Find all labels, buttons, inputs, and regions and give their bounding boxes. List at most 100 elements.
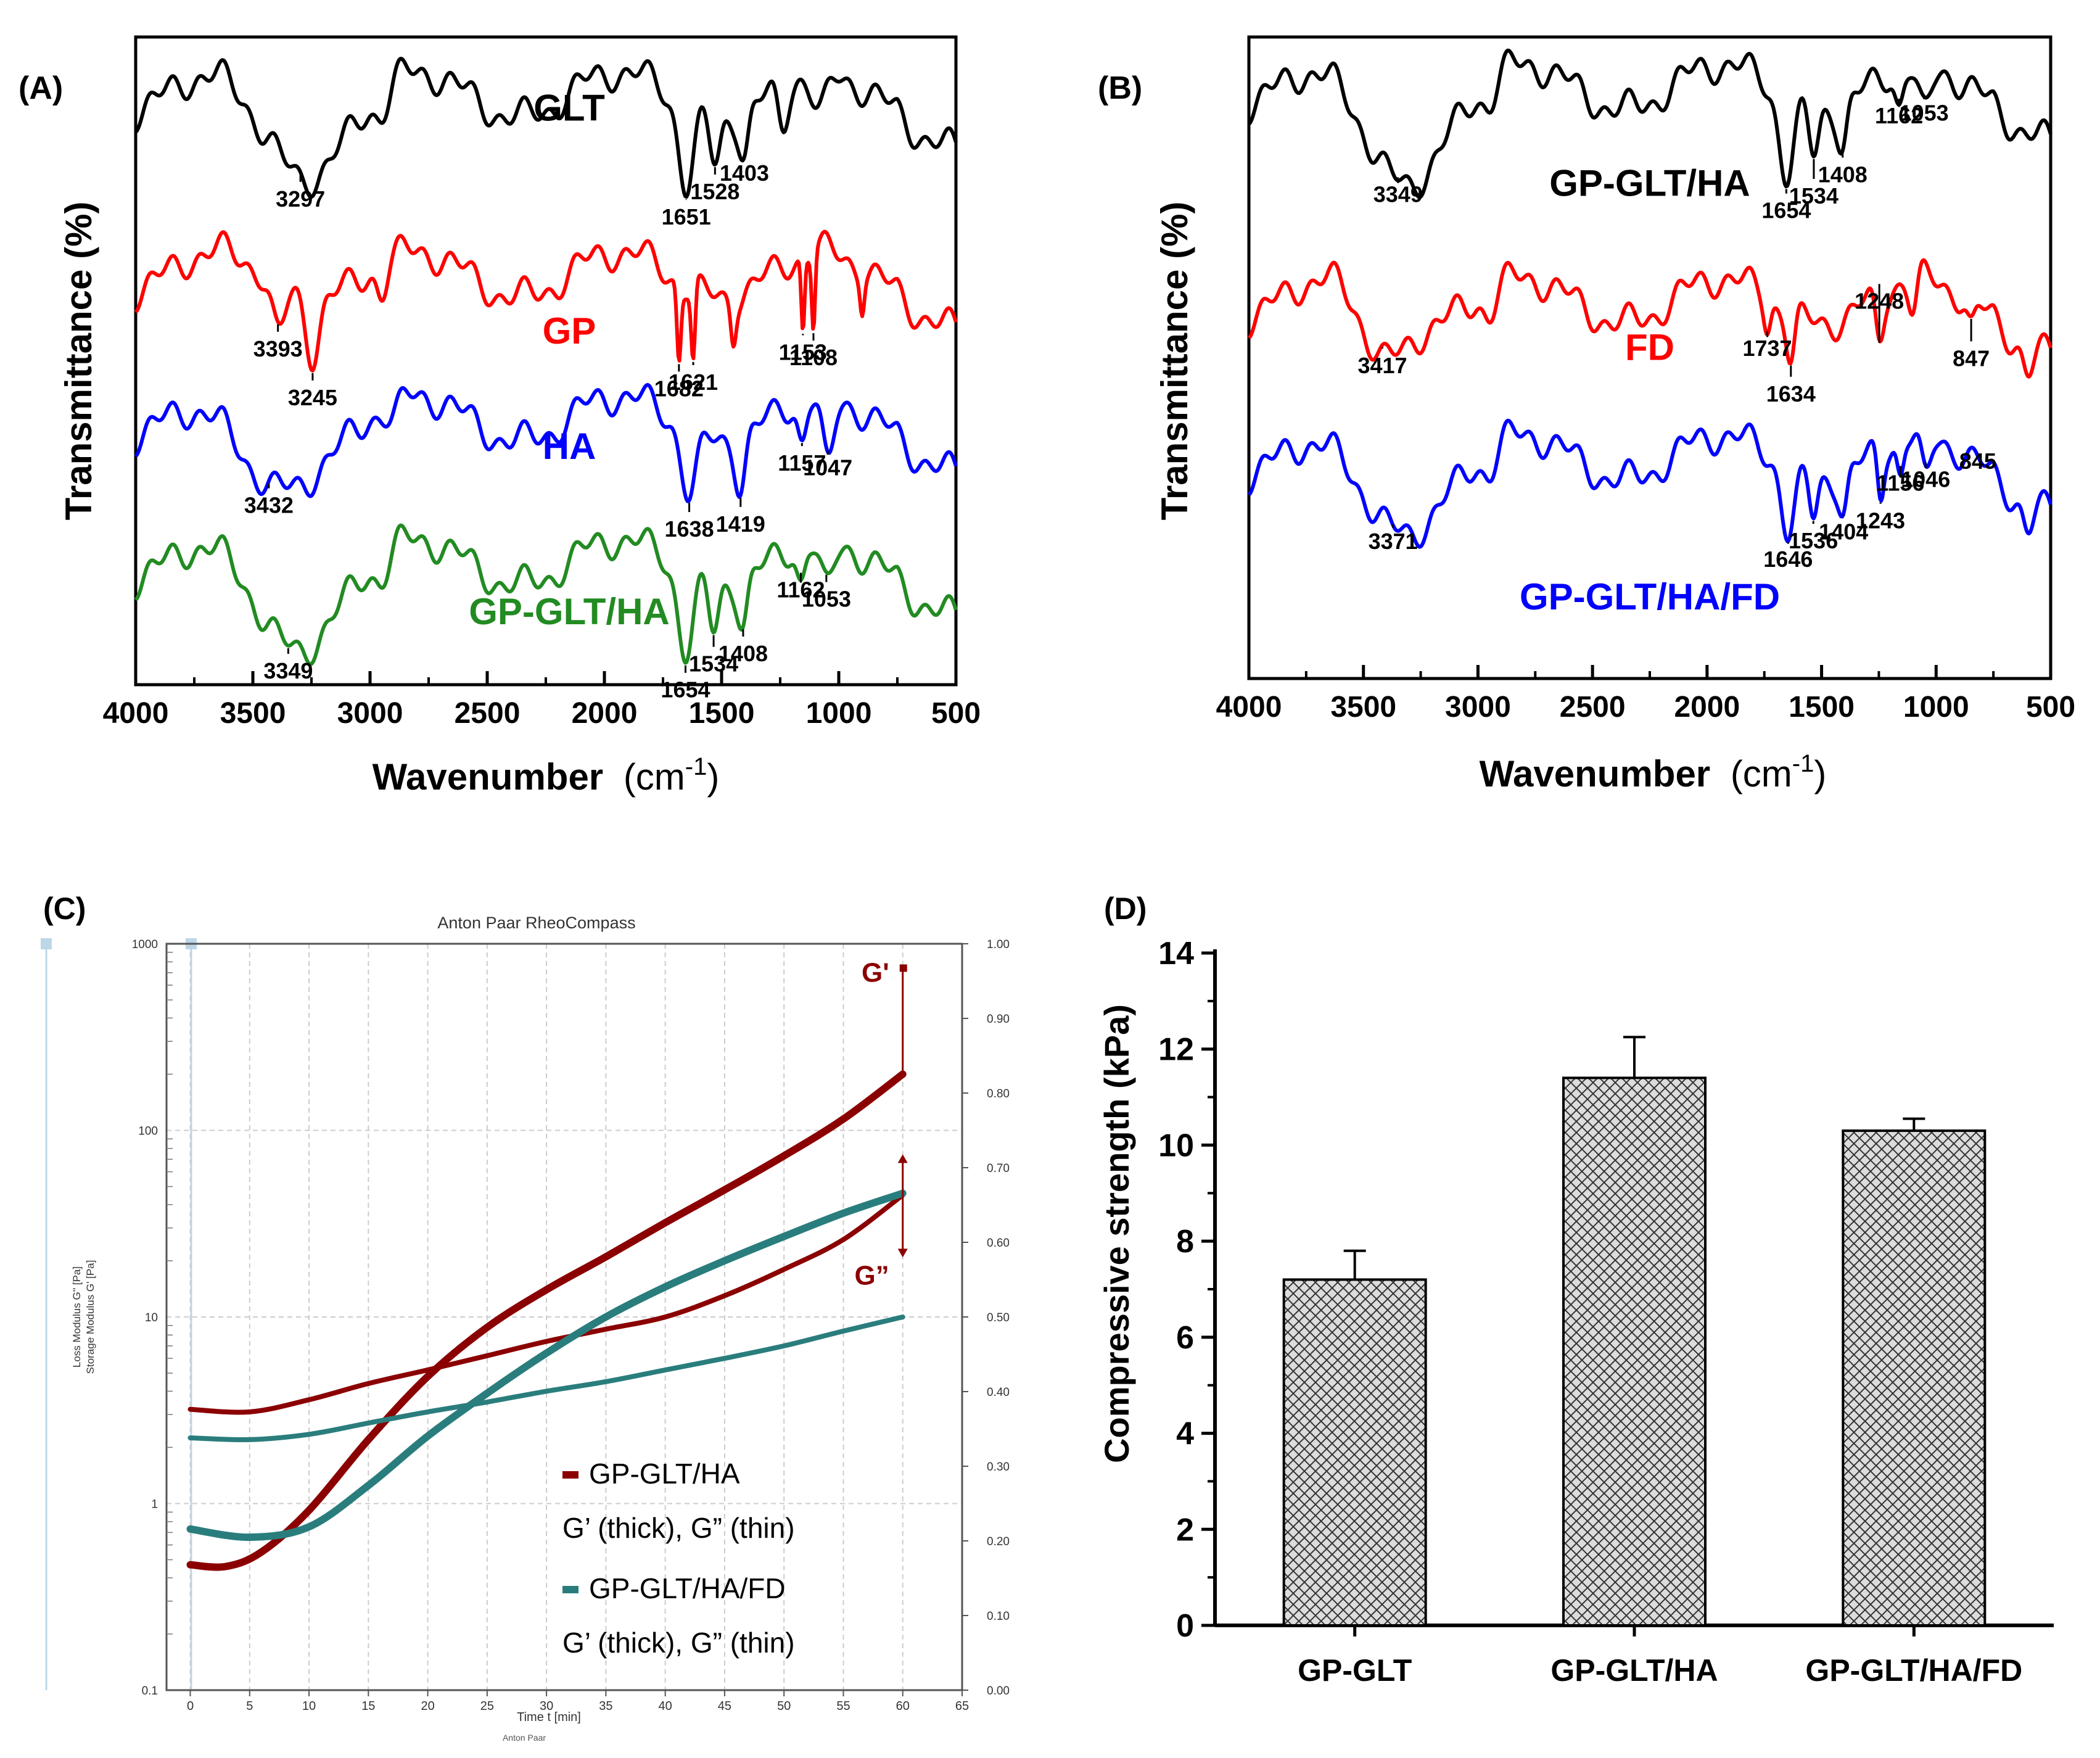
panel-a-curve-labels: GLT GP HA GP-GLT/HA — [469, 87, 670, 632]
panel-a: (A) 4000 3500 3000 2500 2000 1500 1000 500 3297… — [19, 35, 981, 798]
peak-label: 1162 — [776, 577, 825, 603]
panel-d-bars — [1282, 1036, 1987, 1627]
peak-label: 1737 — [1742, 336, 1792, 361]
x-tick-label: 30 — [540, 1699, 553, 1713]
panel-a-label: (A) — [19, 70, 63, 106]
spectrum-line — [134, 229, 958, 373]
spectrum-line — [1247, 48, 2053, 199]
legend-swatch — [562, 1471, 579, 1479]
peak-label: 1634 — [1766, 381, 1816, 406]
peak-label: 1157 — [778, 450, 826, 476]
peak-label: 1108 — [789, 345, 838, 370]
x-tick-label: 5 — [246, 1699, 253, 1713]
peak-label: 1046 — [1901, 467, 1950, 492]
curve-label: GP-GLT/HA/FD — [1520, 576, 1780, 617]
g-double-prime-arrow-up — [897, 1154, 908, 1163]
peak-label: 1162 — [1875, 103, 1923, 128]
peak-label: 845 — [1959, 448, 1996, 474]
x-category-label: GP-GLT/HA — [1550, 1653, 1718, 1688]
panel-a-x-unit-exp: -1 — [685, 753, 707, 780]
modulus-curve — [186, 1070, 907, 1571]
y2-tick-label: 0.40 — [987, 1386, 1010, 1399]
peak-label: 1153 — [779, 339, 827, 365]
peak-label: 1654 — [1761, 198, 1811, 223]
peak-label: 1404 — [1819, 519, 1868, 544]
peak-label: 1621 — [669, 369, 718, 395]
bar — [1562, 1076, 1707, 1627]
peak-label: 1053 — [802, 587, 851, 612]
curve-label: FD — [1625, 326, 1674, 368]
y-tick-label: 1 — [151, 1498, 158, 1511]
x-tick-label: 2000 — [572, 697, 638, 730]
peak-label: 1534 — [1789, 183, 1839, 208]
peak-label: 3349 — [1373, 181, 1423, 207]
peak-label: 3297 — [276, 186, 325, 212]
bar — [1282, 1278, 1427, 1627]
x-category-label: GP-GLT — [1298, 1653, 1412, 1688]
peak-label: 1419 — [716, 511, 765, 537]
x-tick-label: 65 — [955, 1699, 969, 1713]
peak-label: 3245 — [288, 385, 337, 410]
spectrum-line — [1247, 258, 2053, 379]
panel-d-label: (D) — [1104, 891, 1147, 926]
y-tick-label: 2 — [1176, 1512, 1194, 1548]
x-category-label: GP-GLT/HA/FD — [1805, 1653, 2022, 1688]
legend-series-name: GP-GLT/HA — [589, 1458, 740, 1490]
panel-c-y-axis-title-loss: Loss Modulus G'' [Pa] — [71, 1266, 83, 1368]
panel-b-x-unit: (cm — [1731, 753, 1792, 794]
panel-c-y-axis-title-storage: Storage Modulus G' [Pa] — [84, 1260, 96, 1374]
peak-label: 1047 — [803, 455, 852, 481]
x-tick-label: 15 — [361, 1699, 375, 1713]
y2-tick-label: 0.10 — [987, 1610, 1010, 1623]
panel-a-x-axis: 4000 3500 3000 2500 2000 1500 1000 500 — [103, 671, 981, 730]
x-tick-label: 500 — [2026, 691, 2075, 724]
panel-b-y-axis-title: Transmittance (%) — [1154, 202, 1195, 521]
panel-b-x-axis: 4000 3500 3000 2500 2000 1500 1000 500 — [1216, 665, 2075, 724]
curve-label: GP-GLT/HA — [1549, 163, 1750, 204]
panel-c-footer: Anton Paar — [503, 1733, 546, 1743]
panel-d-y-axis-title: Compressive strength (kPa) — [1097, 1004, 1136, 1463]
x-tick-label: 4000 — [103, 697, 169, 730]
y-tick-label: 10 — [1158, 1128, 1194, 1163]
x-tick-label: 0 — [187, 1699, 194, 1713]
y-tick-label: 0 — [1176, 1608, 1194, 1644]
y2-tick-label: 0.30 — [987, 1461, 1010, 1474]
panel-b-x-axis-title: Wavenumber (cm-1) — [1480, 750, 1827, 794]
panel-c-x-axis-title: Time t [min] — [517, 1711, 581, 1724]
y2-tick-label: 0.90 — [987, 1013, 1010, 1026]
panel-c: (C) Anton Paar RheoCompass 0 5 10 15 20 25 30 3… — [41, 891, 1010, 1743]
x-tick-label: 2500 — [1560, 691, 1626, 724]
legend-note: G’ (thick), G” (thin) — [562, 1627, 795, 1659]
spectrum-line — [1247, 418, 2053, 549]
y2-tick-label: 0.20 — [987, 1535, 1010, 1548]
x-tick-label: 1000 — [806, 697, 872, 730]
peak-label: 1654 — [661, 677, 710, 703]
panel-a-series — [134, 57, 958, 666]
peak-label: 847 — [1953, 345, 1990, 371]
x-tick-label: 4000 — [1216, 691, 1282, 724]
panel-b-x-unit-close: ) — [1814, 753, 1826, 794]
peak-label: 1651 — [662, 204, 711, 229]
peak-label: 1408 — [1818, 162, 1867, 188]
peak-label: 1053 — [1900, 101, 1949, 126]
y-tick-label: 6 — [1176, 1320, 1194, 1356]
modulus-curve — [186, 1189, 907, 1541]
x-tick-label: 50 — [777, 1699, 791, 1713]
spectrum-line — [134, 523, 958, 666]
y-tick-label: 1000 — [132, 938, 158, 951]
y2-tick-label: 0.00 — [987, 1685, 1010, 1698]
panel-a-x-unit-close: ) — [707, 756, 719, 798]
modulus-curve — [187, 1314, 905, 1443]
panel-c-legend: GP-GLT/HA G’ (thick), G” (thin) GP-GLT/HA/… — [562, 1458, 795, 1659]
panel-c-handle[interactable] — [41, 938, 52, 949]
g-prime-marker-end — [899, 964, 907, 972]
peak-label: 3349 — [263, 658, 313, 683]
x-tick-label: 35 — [599, 1699, 612, 1713]
x-tick-label: 3500 — [220, 697, 286, 730]
peak-label: 1403 — [720, 160, 769, 186]
curve-label: GP — [543, 310, 596, 352]
modulus-curve — [187, 1192, 905, 1415]
y-tick-label: 4 — [1176, 1416, 1194, 1452]
panel-c-label: (C) — [43, 891, 86, 926]
